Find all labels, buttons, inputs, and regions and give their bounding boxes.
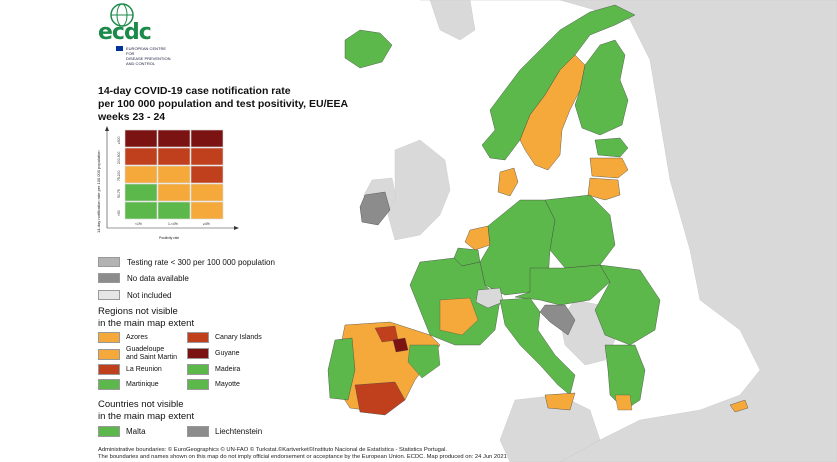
greece (604, 344, 646, 411)
sweden (519, 54, 586, 171)
central-europe (514, 264, 611, 306)
country-malta: Malta (98, 426, 146, 437)
latvia (589, 157, 629, 179)
map-footer: Administrative boundaries: © EuroGeograp… (98, 447, 507, 460)
andalusia (354, 381, 406, 416)
iceland (344, 29, 393, 69)
y-tick-0: <50 (117, 210, 121, 216)
region-la-reunion: La Reunion (98, 364, 162, 375)
spain-east-region (407, 344, 441, 379)
lithuania (587, 177, 621, 201)
greece-region (614, 394, 633, 411)
region-canary-islands: Canary Islands (187, 332, 262, 343)
eu-flag-icon (116, 46, 123, 51)
logo-subtitle: EUROPEAN CENTRE FOR DISEASE PREVENTION A… (126, 46, 171, 66)
switzerland (475, 287, 504, 309)
legend-not-included: Not included (98, 289, 171, 301)
country-liechtenstein: Liechtenstein (187, 426, 262, 437)
rate-positivity-matrix: 14-day notification rate per 100 000 pop… (94, 125, 244, 247)
matrix-graphic: 14-day notification rate per 100 000 pop… (96, 126, 239, 240)
sicily (544, 392, 576, 411)
globe-icon (110, 3, 134, 27)
region-martinique: Martinique (98, 379, 159, 390)
region-mayotte: Mayotte (187, 379, 240, 390)
no-data-swatch (98, 273, 120, 283)
italy (499, 297, 576, 396)
portugal (327, 337, 356, 401)
x-tick-1: 1-<4% (168, 222, 178, 226)
legend-testing-rate: Testing rate < 300 per 100 000 populatio… (98, 256, 275, 268)
norway (481, 4, 636, 161)
y-tick-1: 50-75 (117, 189, 121, 198)
region-azores: Azores (98, 332, 148, 343)
y-tick-2: 75-200 (117, 170, 121, 181)
ecdc-logo: ecdc EUROPEAN CENTRE FOR DISEASE PREVENT… (98, 2, 170, 66)
denmark (497, 167, 519, 197)
logo-wordmark: ecdc (98, 20, 152, 45)
matrix-y-axis-label: 14-day notification rate per 100 000 pop… (96, 150, 101, 233)
matrix-x-axis-label: Positivity rate (159, 236, 179, 240)
region-madeira: Madeira (187, 364, 240, 375)
testing-rate-swatch (98, 257, 120, 267)
finland (574, 39, 629, 136)
countries-title: Countries not visible in the main map ex… (98, 399, 195, 422)
x-tick-0: <1% (135, 222, 142, 226)
spain-navarre (392, 337, 409, 353)
regions-title: Regions not visible in the main map exte… (98, 306, 195, 329)
map-title: 14-day COVID-19 case notification rate p… (98, 85, 349, 123)
y-tick-3: 200-500 (117, 151, 121, 164)
not-included-swatch (98, 290, 120, 300)
ireland (359, 191, 391, 226)
legend-no-data: No data available (98, 272, 189, 284)
x-tick-2: ≥4% (203, 222, 210, 226)
y-tick-4: ≥500 (117, 136, 121, 144)
region-guyane: Guyane (187, 348, 240, 359)
netherlands (464, 225, 491, 251)
poland (544, 194, 616, 269)
france-region-orange (439, 297, 479, 336)
estonia (594, 137, 629, 158)
cyprus (729, 399, 749, 413)
region-guadeloupe: Guadeloupe and Saint Martin (98, 346, 177, 362)
